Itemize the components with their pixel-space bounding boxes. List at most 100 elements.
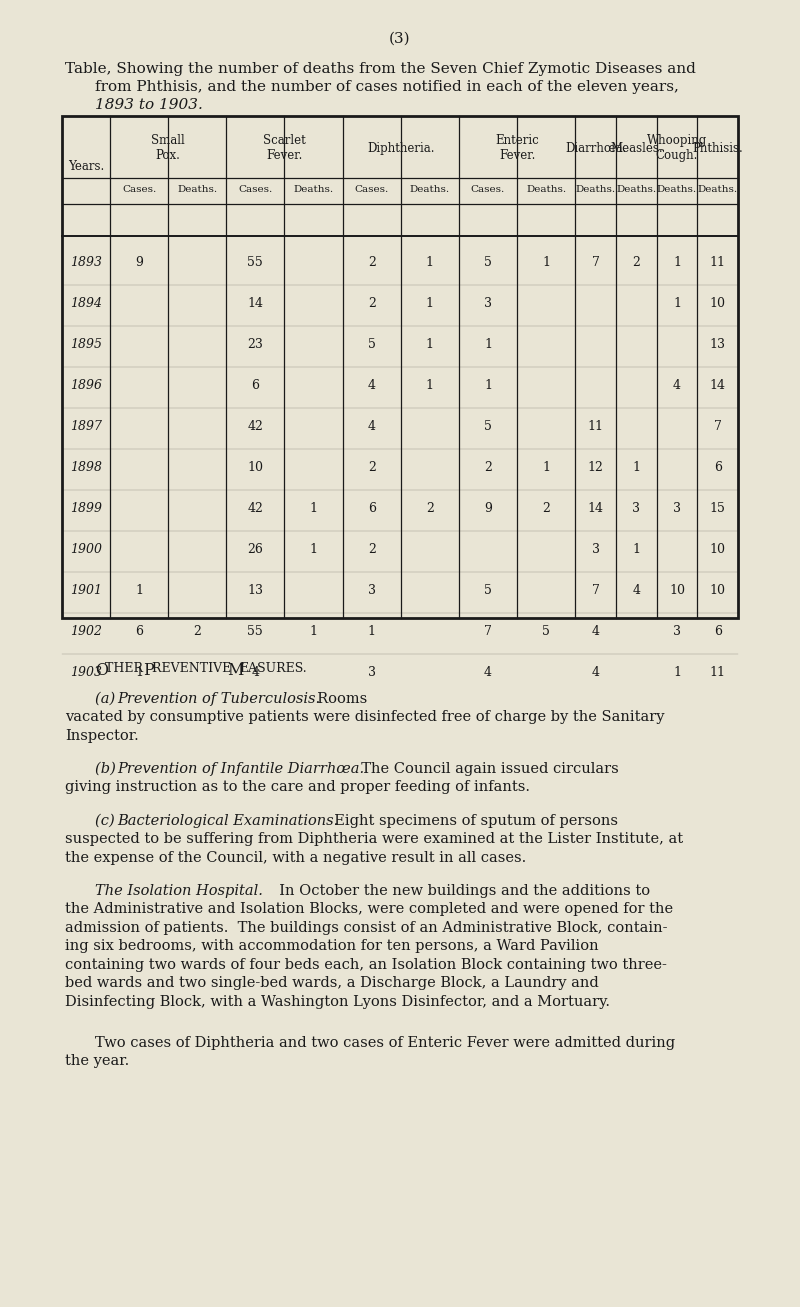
Text: 4: 4: [251, 667, 259, 678]
Text: The Council again issued circulars: The Council again issued circulars: [352, 762, 618, 776]
Text: Table, Showing the number of deaths from the Seven Chief Zymotic Diseases and: Table, Showing the number of deaths from…: [65, 61, 696, 76]
Text: Phthisis.: Phthisis.: [692, 142, 743, 156]
Text: Deaths.: Deaths.: [698, 186, 738, 193]
Text: 9: 9: [135, 256, 143, 269]
Text: 5: 5: [368, 339, 376, 352]
Text: Deaths.: Deaths.: [575, 186, 615, 193]
Text: 2: 2: [632, 256, 640, 269]
Text: 3: 3: [591, 542, 599, 555]
Text: 26: 26: [247, 542, 263, 555]
Text: Diarrhœa.: Diarrhœa.: [565, 142, 626, 156]
Text: 11: 11: [710, 256, 726, 269]
Text: 1893: 1893: [70, 256, 102, 269]
Text: 4: 4: [591, 667, 599, 678]
Text: the expense of the Council, with a negative result in all cases.: the expense of the Council, with a negat…: [65, 851, 526, 865]
Text: ing six bedrooms, with accommodation for ten persons, a Ward Pavilion: ing six bedrooms, with accommodation for…: [65, 940, 598, 954]
Text: 6: 6: [714, 625, 722, 638]
Text: 2: 2: [542, 502, 550, 515]
Text: 3: 3: [632, 502, 640, 515]
Text: 1: 1: [673, 667, 681, 678]
Text: 9: 9: [484, 502, 492, 515]
Text: 1: 1: [673, 256, 681, 269]
Text: vacated by consumptive patients were disinfected free of charge by the Sanitary: vacated by consumptive patients were dis…: [65, 710, 665, 724]
Text: 1899: 1899: [70, 502, 102, 515]
Text: 2: 2: [368, 297, 376, 310]
Text: Small: Small: [151, 135, 185, 146]
Text: Whooping: Whooping: [647, 135, 707, 146]
Text: 1: 1: [310, 542, 318, 555]
Text: 1: 1: [632, 542, 640, 555]
Text: 3: 3: [484, 297, 492, 310]
Text: REVENTIVE: REVENTIVE: [152, 663, 235, 674]
Text: 1: 1: [426, 256, 434, 269]
Text: Pox.: Pox.: [156, 149, 181, 162]
Text: 1: 1: [426, 379, 434, 392]
Text: 13: 13: [710, 339, 726, 352]
Text: (3): (3): [389, 31, 411, 46]
Text: 1: 1: [310, 502, 318, 515]
Text: 14: 14: [710, 379, 726, 392]
Text: Cough.: Cough.: [656, 149, 698, 162]
Text: Eight specimens of sputum of persons: Eight specimens of sputum of persons: [325, 814, 618, 827]
Text: M: M: [227, 663, 243, 680]
Text: 6: 6: [714, 461, 722, 474]
Text: (c): (c): [95, 814, 119, 827]
Text: 1: 1: [542, 461, 550, 474]
Text: Enteric: Enteric: [495, 135, 539, 146]
Text: 10: 10: [669, 584, 685, 597]
Text: 5: 5: [484, 584, 492, 597]
Text: 1: 1: [135, 584, 143, 597]
Text: 3: 3: [368, 584, 376, 597]
Text: 7: 7: [714, 420, 722, 433]
Text: from Phthisis, and the number of cases notified in each of the eleven years,: from Phthisis, and the number of cases n…: [95, 80, 679, 94]
Text: 4: 4: [673, 379, 681, 392]
Text: 10: 10: [710, 297, 726, 310]
Text: 5: 5: [542, 625, 550, 638]
Text: Deaths.: Deaths.: [657, 186, 697, 193]
Text: In October the new buildings and the additions to: In October the new buildings and the add…: [270, 884, 650, 898]
Text: 1: 1: [673, 297, 681, 310]
Text: 2: 2: [484, 461, 492, 474]
Text: 1: 1: [542, 256, 550, 269]
Text: 4: 4: [368, 379, 376, 392]
Text: Diphtheria.: Diphtheria.: [367, 142, 434, 156]
Text: 1: 1: [484, 339, 492, 352]
Text: 2: 2: [368, 542, 376, 555]
Text: Cases.: Cases.: [354, 186, 389, 193]
Text: 42: 42: [247, 420, 263, 433]
Text: Deaths.: Deaths.: [410, 186, 450, 193]
Text: 6: 6: [368, 502, 376, 515]
Text: 1: 1: [426, 297, 434, 310]
Text: 1896: 1896: [70, 379, 102, 392]
Text: Deaths.: Deaths.: [177, 186, 218, 193]
Text: 4: 4: [632, 584, 640, 597]
Text: 1893 to 1903.: 1893 to 1903.: [95, 98, 203, 112]
Text: 1898: 1898: [70, 461, 102, 474]
Text: 5: 5: [484, 420, 492, 433]
Text: 11: 11: [587, 420, 603, 433]
Text: containing two wards of four beds each, an Isolation Block containing two three-: containing two wards of four beds each, …: [65, 958, 667, 972]
Text: 10: 10: [710, 584, 726, 597]
Text: 4: 4: [368, 420, 376, 433]
Text: 11: 11: [710, 667, 726, 678]
Text: (b): (b): [95, 762, 121, 776]
Text: 1: 1: [426, 339, 434, 352]
Text: Years.: Years.: [68, 159, 104, 173]
Text: 2: 2: [426, 502, 434, 515]
Text: 3: 3: [368, 667, 376, 678]
Text: 2: 2: [368, 461, 376, 474]
Text: 7: 7: [591, 256, 599, 269]
Text: (a): (a): [95, 691, 120, 706]
Text: O: O: [95, 663, 108, 680]
Text: Deaths.: Deaths.: [616, 186, 656, 193]
Text: P: P: [143, 663, 154, 680]
Text: 6: 6: [135, 625, 143, 638]
Text: Prevention of Infantile Diarrhœa.: Prevention of Infantile Diarrhœa.: [117, 762, 364, 776]
Text: 1: 1: [632, 461, 640, 474]
Bar: [62, 116, 738, 618]
Text: 3: 3: [673, 502, 681, 515]
Text: 4: 4: [591, 625, 599, 638]
Text: 1900: 1900: [70, 542, 102, 555]
Text: 1: 1: [368, 625, 376, 638]
Text: 5: 5: [484, 256, 492, 269]
